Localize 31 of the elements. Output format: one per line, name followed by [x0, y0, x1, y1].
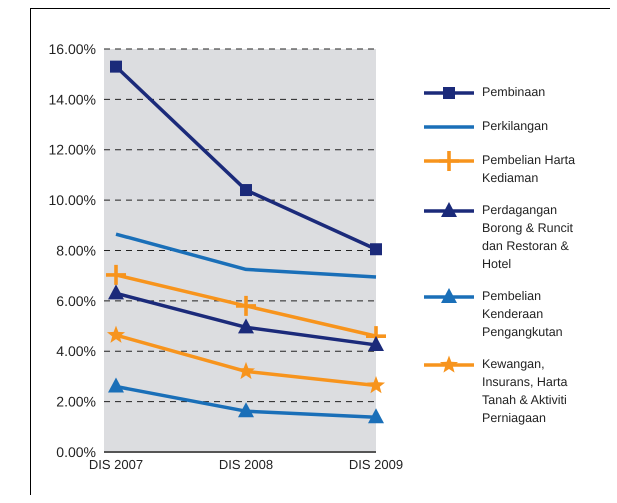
point: [368, 336, 384, 351]
point: [238, 402, 254, 418]
point: [238, 318, 254, 334]
point: [110, 60, 122, 73]
point: [240, 184, 252, 196]
y-tick-label: 10.00%: [48, 192, 96, 208]
y-tick-label: 12.00%: [48, 142, 96, 158]
legend-label: Kewangan, Insurans, Harta Tanah & Aktiviti Perniagaan: [482, 356, 568, 427]
legend-label: Perkilangan: [482, 118, 550, 135]
point: [108, 378, 124, 393]
point: [366, 376, 386, 394]
point: [108, 284, 124, 300]
y-tick-label: 4.00%: [56, 343, 96, 360]
y-tick-label: 0.00%: [56, 444, 96, 460]
x-tick-label: DIS 2008: [218, 457, 274, 472]
y-tick-label: 14.00%: [48, 91, 96, 108]
legend-label: Pembelian Harta Kediaman: [482, 152, 576, 187]
legend-label: Pembelian Kenderaan Pengangkutan: [482, 288, 564, 341]
point: [236, 296, 256, 316]
point: [106, 326, 126, 343]
y-tick-label: 6.00%: [56, 292, 96, 309]
legend-label: Pembinaan: [482, 84, 546, 101]
y-tick-label: 2.00%: [56, 394, 96, 410]
point: [368, 408, 384, 424]
point: [370, 243, 382, 256]
x-tick-label: DIS 2007: [88, 457, 144, 472]
x-tick-label: DIS 2009: [348, 457, 404, 472]
legend-label: Perdagangan Borong & Runcit dan Restoran & Hotel: [482, 202, 574, 273]
y-tick-label: 8.00%: [56, 242, 96, 258]
y-tick-label: 16.00%: [48, 40, 96, 57]
point: [106, 264, 126, 285]
